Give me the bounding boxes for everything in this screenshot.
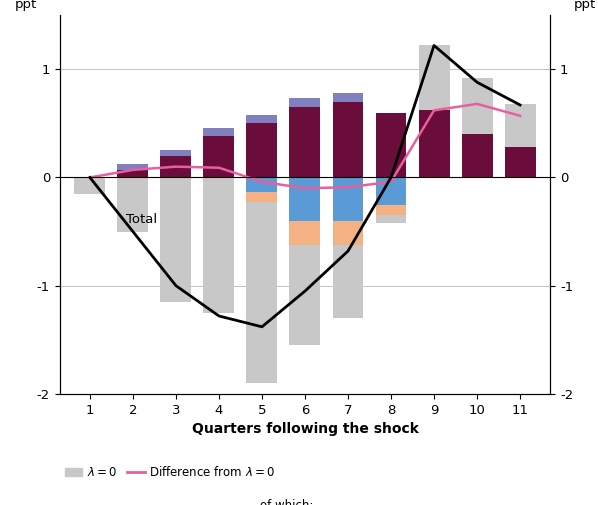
Bar <box>246 115 277 123</box>
Bar <box>246 123 277 177</box>
Bar <box>505 147 536 177</box>
Bar <box>117 170 148 177</box>
Bar <box>376 177 407 223</box>
Bar <box>332 177 364 221</box>
Text: Total: Total <box>126 213 158 226</box>
Bar <box>462 78 493 177</box>
Bar <box>289 107 321 177</box>
Bar <box>203 177 234 313</box>
Bar <box>160 177 191 302</box>
Bar <box>74 177 105 194</box>
Bar <box>160 156 191 177</box>
Y-axis label: ppt: ppt <box>573 0 596 11</box>
Bar <box>419 45 450 177</box>
Bar <box>332 102 364 177</box>
Bar <box>332 177 364 318</box>
Bar <box>289 221 321 244</box>
Bar <box>289 98 321 107</box>
Bar <box>505 104 536 177</box>
Bar <box>332 93 364 102</box>
Bar <box>289 177 321 221</box>
Bar <box>289 177 321 345</box>
Bar <box>376 177 407 205</box>
Y-axis label: ppt: ppt <box>14 0 36 11</box>
Bar <box>246 177 277 383</box>
Bar <box>117 177 148 232</box>
Bar <box>332 221 364 244</box>
Bar <box>246 177 277 191</box>
Bar <box>160 150 191 156</box>
Bar <box>203 128 234 136</box>
Bar <box>419 111 450 177</box>
Legend: Losses, Risk weights, Credit supply ($z^*$), Other: Losses, Risk weights, Credit supply ($z^… <box>106 494 466 505</box>
Bar <box>376 205 407 215</box>
Bar <box>203 136 234 177</box>
Bar <box>117 165 148 170</box>
X-axis label: Quarters following the shock: Quarters following the shock <box>191 422 419 436</box>
Bar <box>462 134 493 177</box>
Bar <box>376 113 407 177</box>
Bar <box>246 191 277 203</box>
